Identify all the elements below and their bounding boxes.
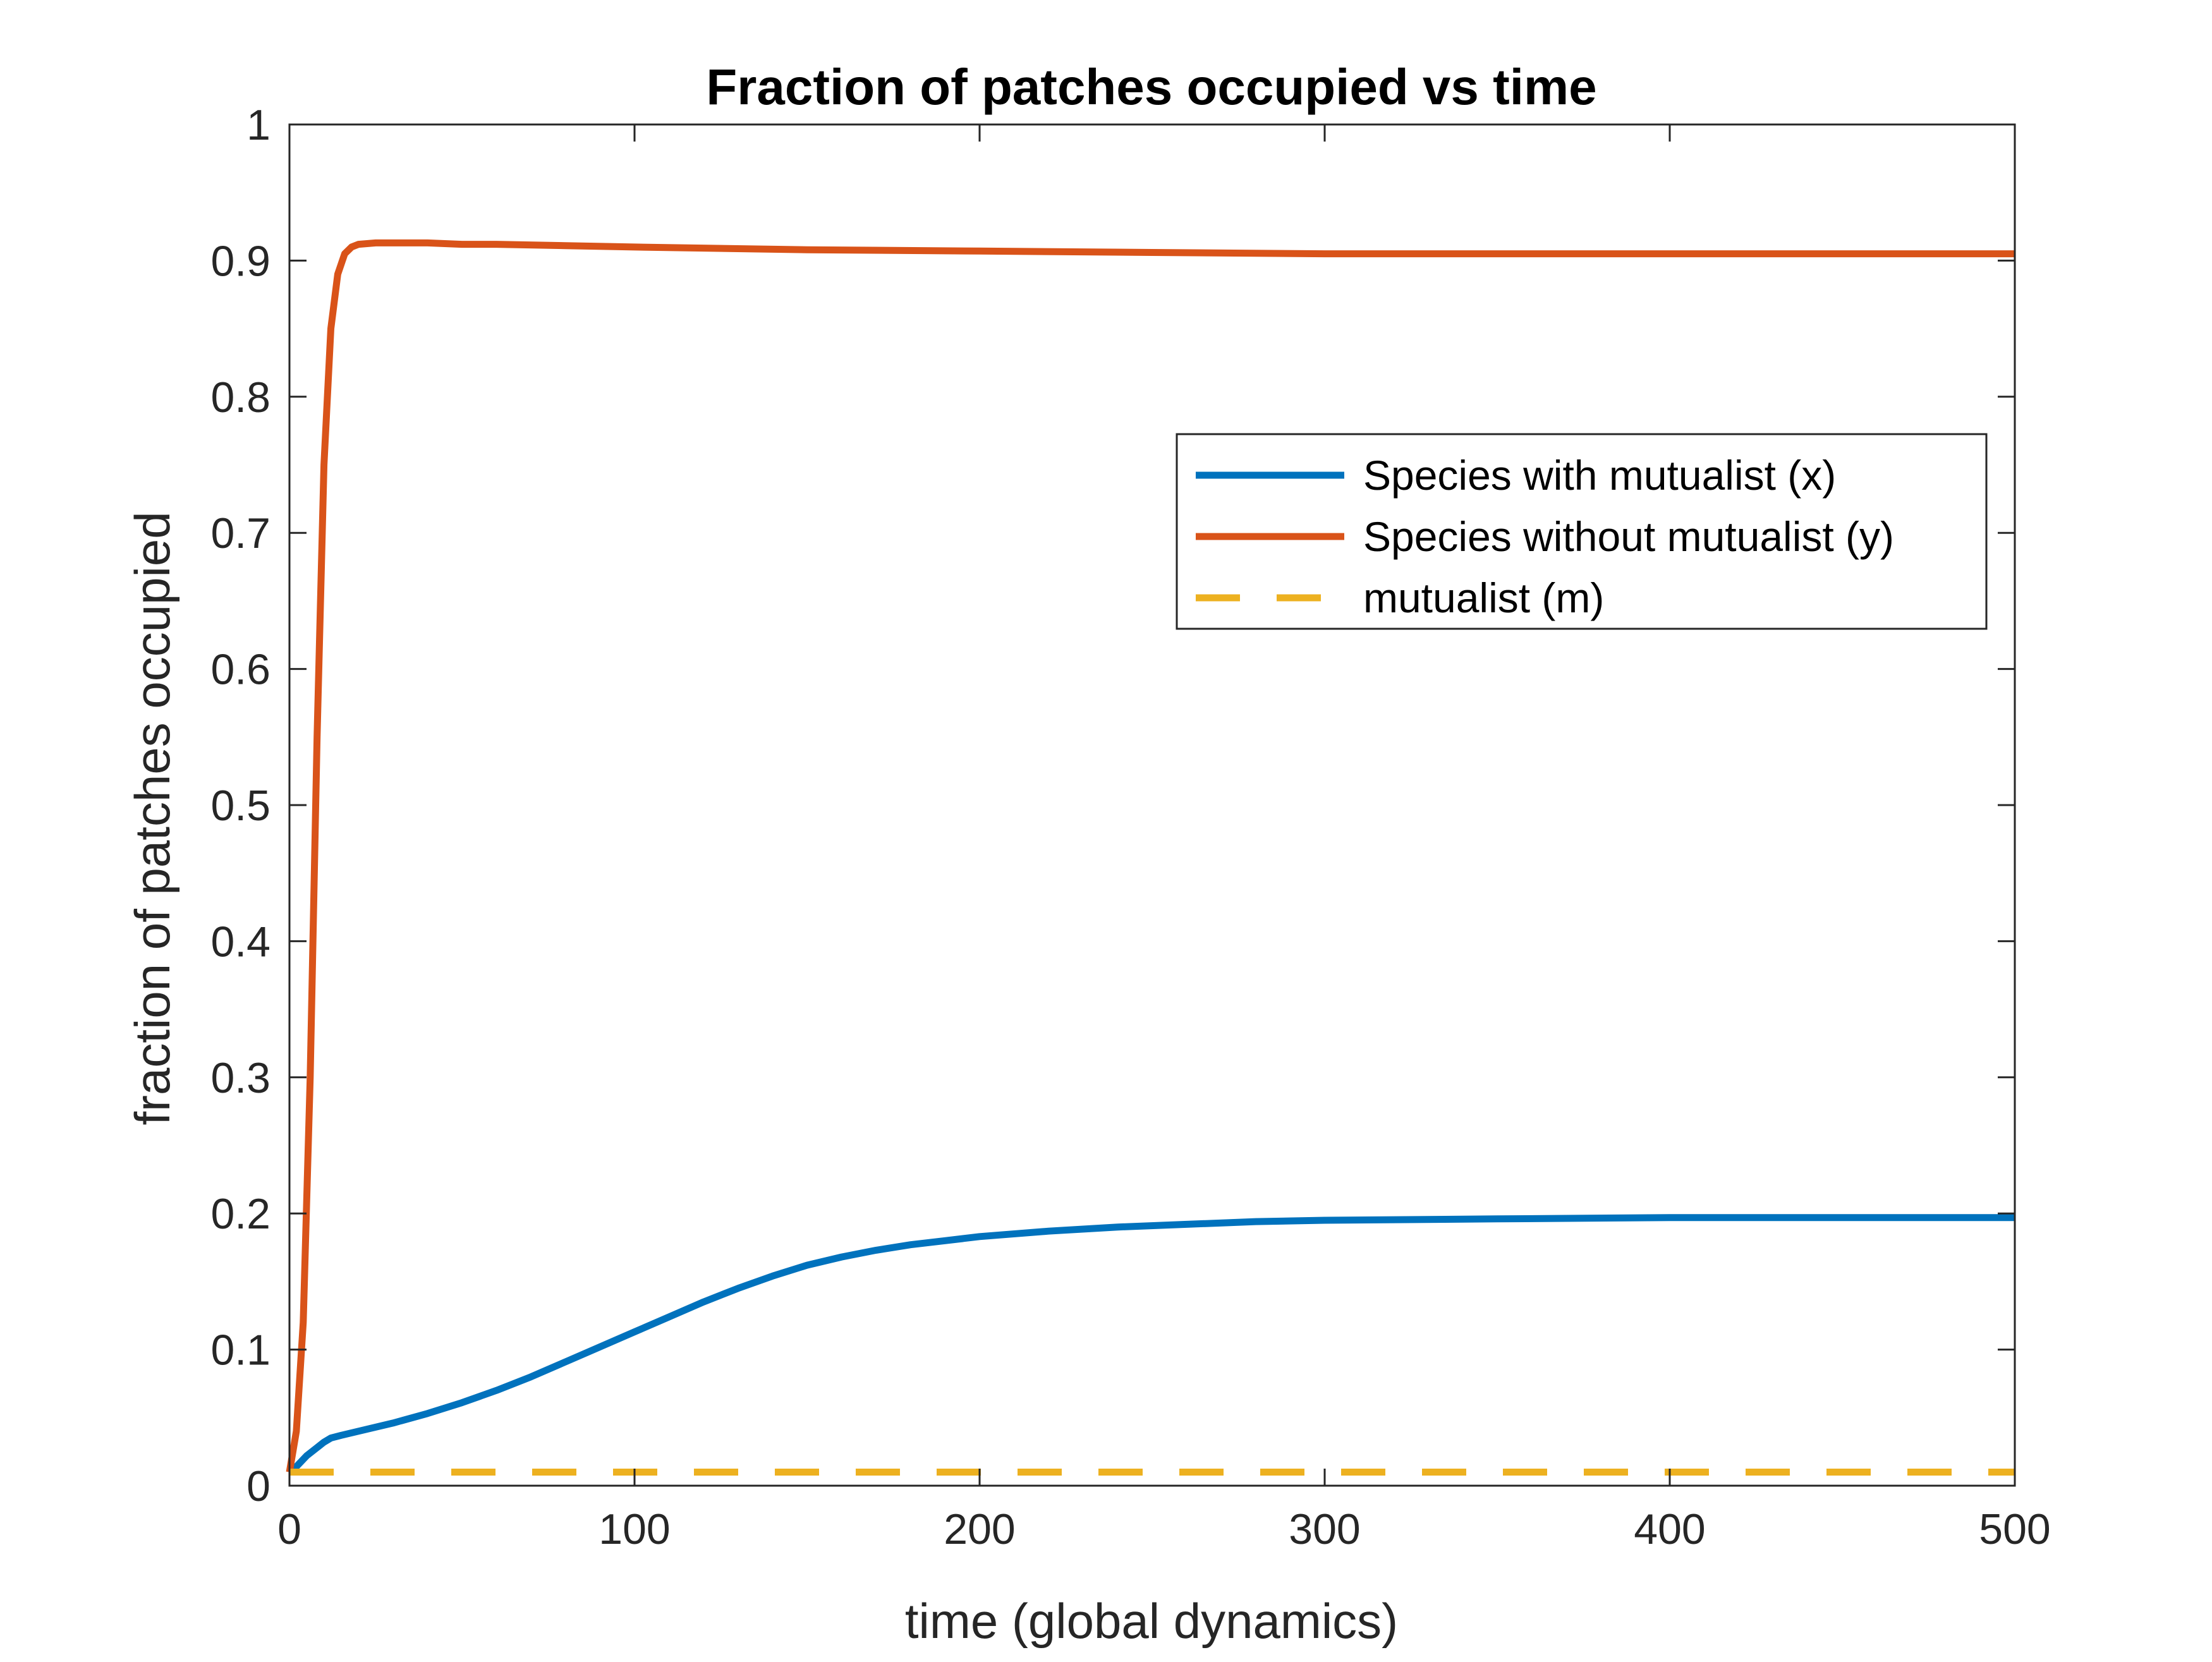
x-tick-label: 0	[277, 1505, 301, 1553]
x-tick-label: 300	[1289, 1505, 1360, 1553]
y-tick-label: 0.1	[210, 1326, 270, 1374]
y-tick-label: 0.2	[210, 1190, 270, 1238]
y-tick-label: 0.6	[210, 646, 270, 694]
x-tick-label: 200	[944, 1505, 1015, 1553]
legend-label-2: Species without mutualist (y)	[1363, 513, 1894, 560]
series-line-2	[286, 239, 2015, 1473]
x-axis-title: time (global dynamics)	[905, 1593, 1398, 1649]
y-tick-label: 0.9	[210, 237, 270, 285]
y-tick-label: 0	[246, 1462, 270, 1510]
plot-background	[289, 124, 2015, 1486]
legend-label-3: mutualist (m)	[1363, 574, 1604, 621]
plot-area	[289, 124, 2015, 1486]
x-tick-label: 400	[1634, 1505, 1705, 1553]
y-tick-label: 0.4	[210, 918, 270, 966]
legend: Species with mutualist (x) Species withou…	[1176, 433, 1988, 630]
y-tick-label: 0.3	[210, 1054, 270, 1102]
y-tick-label: 0.5	[210, 782, 270, 830]
y-tick-label: 0.8	[210, 373, 270, 422]
series-line-1	[287, 1214, 2015, 1475]
legend-label-1: Species with mutualist (x)	[1363, 452, 1836, 499]
x-tick-label: 500	[1979, 1505, 2050, 1553]
chart-title: Fraction of patches occupied vs time	[706, 59, 1596, 115]
y-axis-title: fraction of patches occupied	[125, 511, 180, 1125]
series-layer	[286, 239, 2015, 1476]
y-tick-label: 1	[246, 101, 270, 149]
axes-layer: 0 100 200 300 400 500 0 0.1 0.2 0.3 0.4 0.5 0.6 0.7 0.…	[210, 101, 2050, 1553]
x-tick-label: 100	[599, 1505, 670, 1553]
y-tick-label: 0.7	[210, 509, 270, 557]
